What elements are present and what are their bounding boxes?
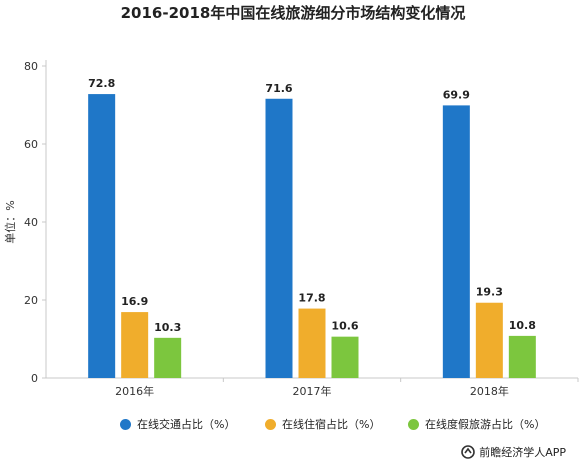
bar-value-label: 16.9	[121, 295, 148, 308]
bar	[475, 302, 503, 378]
chart-title: 2016-2018年中国在线旅游细分市场结构变化情况	[120, 4, 466, 22]
legend-item-transport: 在线交通占比（%）	[120, 416, 235, 432]
x-tick-label: 2017年	[293, 384, 332, 398]
y-tick-label: 40	[24, 216, 38, 229]
bar	[508, 335, 536, 378]
legend: 在线交通占比（%） 在线住宿占比（%） 在线度假旅游占比（%）	[0, 416, 586, 436]
legend-item-vacation: 在线度假旅游占比（%）	[408, 416, 545, 432]
legend-label-vacation: 在线度假旅游占比（%）	[425, 418, 546, 431]
bar	[298, 308, 326, 378]
legend-swatch-vacation	[408, 418, 419, 430]
x-tick-label: 2016年	[115, 384, 154, 398]
bar-value-label: 72.8	[88, 77, 115, 90]
legend-swatch-transport	[120, 418, 131, 430]
bar	[331, 336, 359, 378]
source-credit: 前瞻经济学人APP	[461, 444, 566, 460]
bar-value-label: 69.9	[443, 88, 470, 101]
y-tick-label: 60	[24, 138, 38, 151]
bar-value-label: 19.3	[476, 286, 503, 299]
x-tick-label: 2018年	[470, 384, 509, 398]
bar	[121, 312, 149, 378]
bar	[88, 94, 116, 378]
legend-item-lodging: 在线住宿占比（%）	[265, 416, 380, 432]
bar-value-label: 71.6	[265, 82, 292, 95]
bar-value-label: 10.8	[509, 319, 536, 332]
y-tick-label: 20	[24, 294, 38, 307]
bar	[154, 337, 182, 378]
y-tick-label: 80	[24, 60, 38, 73]
bar	[265, 98, 293, 378]
bar	[442, 105, 470, 378]
bar-value-label: 10.3	[154, 321, 181, 334]
bar-value-label: 10.6	[331, 320, 358, 333]
y-tick-label: 0	[31, 372, 38, 385]
legend-label-transport: 在线交通占比（%）	[137, 418, 236, 431]
source-text: 前瞻经济学人APP	[479, 446, 566, 459]
legend-label-lodging: 在线住宿占比（%）	[282, 418, 381, 431]
bar-value-label: 17.8	[298, 292, 325, 305]
bar-chart: 0 20 40 60 80 单位：% 72.8 16.9 10.3 2016年 71.6 17.8 10…	[3, 60, 579, 398]
qianzhan-logo-icon	[461, 445, 476, 459]
legend-swatch-lodging	[265, 418, 276, 430]
y-axis-label: 单位：%	[3, 200, 17, 243]
